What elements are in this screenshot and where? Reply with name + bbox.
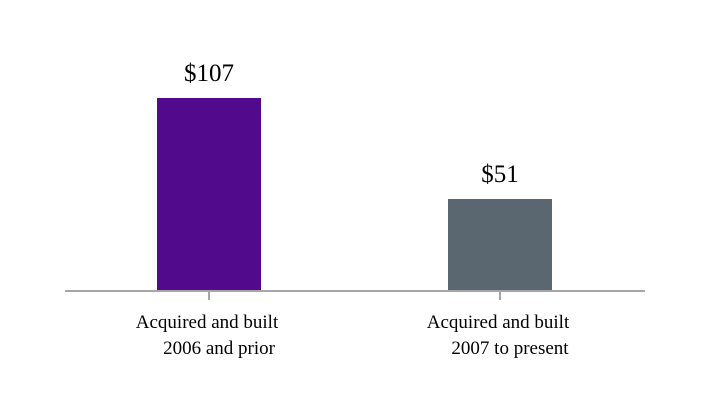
bars-group (157, 98, 552, 291)
x-axis-ticks (208, 291, 501, 300)
value-label-2: $51 (481, 161, 519, 188)
value-label-1: $107 (184, 60, 234, 87)
bar-1 (157, 98, 261, 291)
category-label-2-line-2: 2007 to present (451, 338, 569, 359)
category-label-1-line-1: Acquired and built (136, 312, 279, 333)
value-labels-group: $107 $51 (184, 60, 519, 188)
category-label-1-line-2: 2006 and prior (163, 338, 276, 359)
category-labels-group: Acquired and built 2006 and prior Acquired… (136, 312, 570, 359)
category-label-2-line-1: Acquired and built (427, 312, 570, 333)
bar-2 (448, 199, 552, 291)
